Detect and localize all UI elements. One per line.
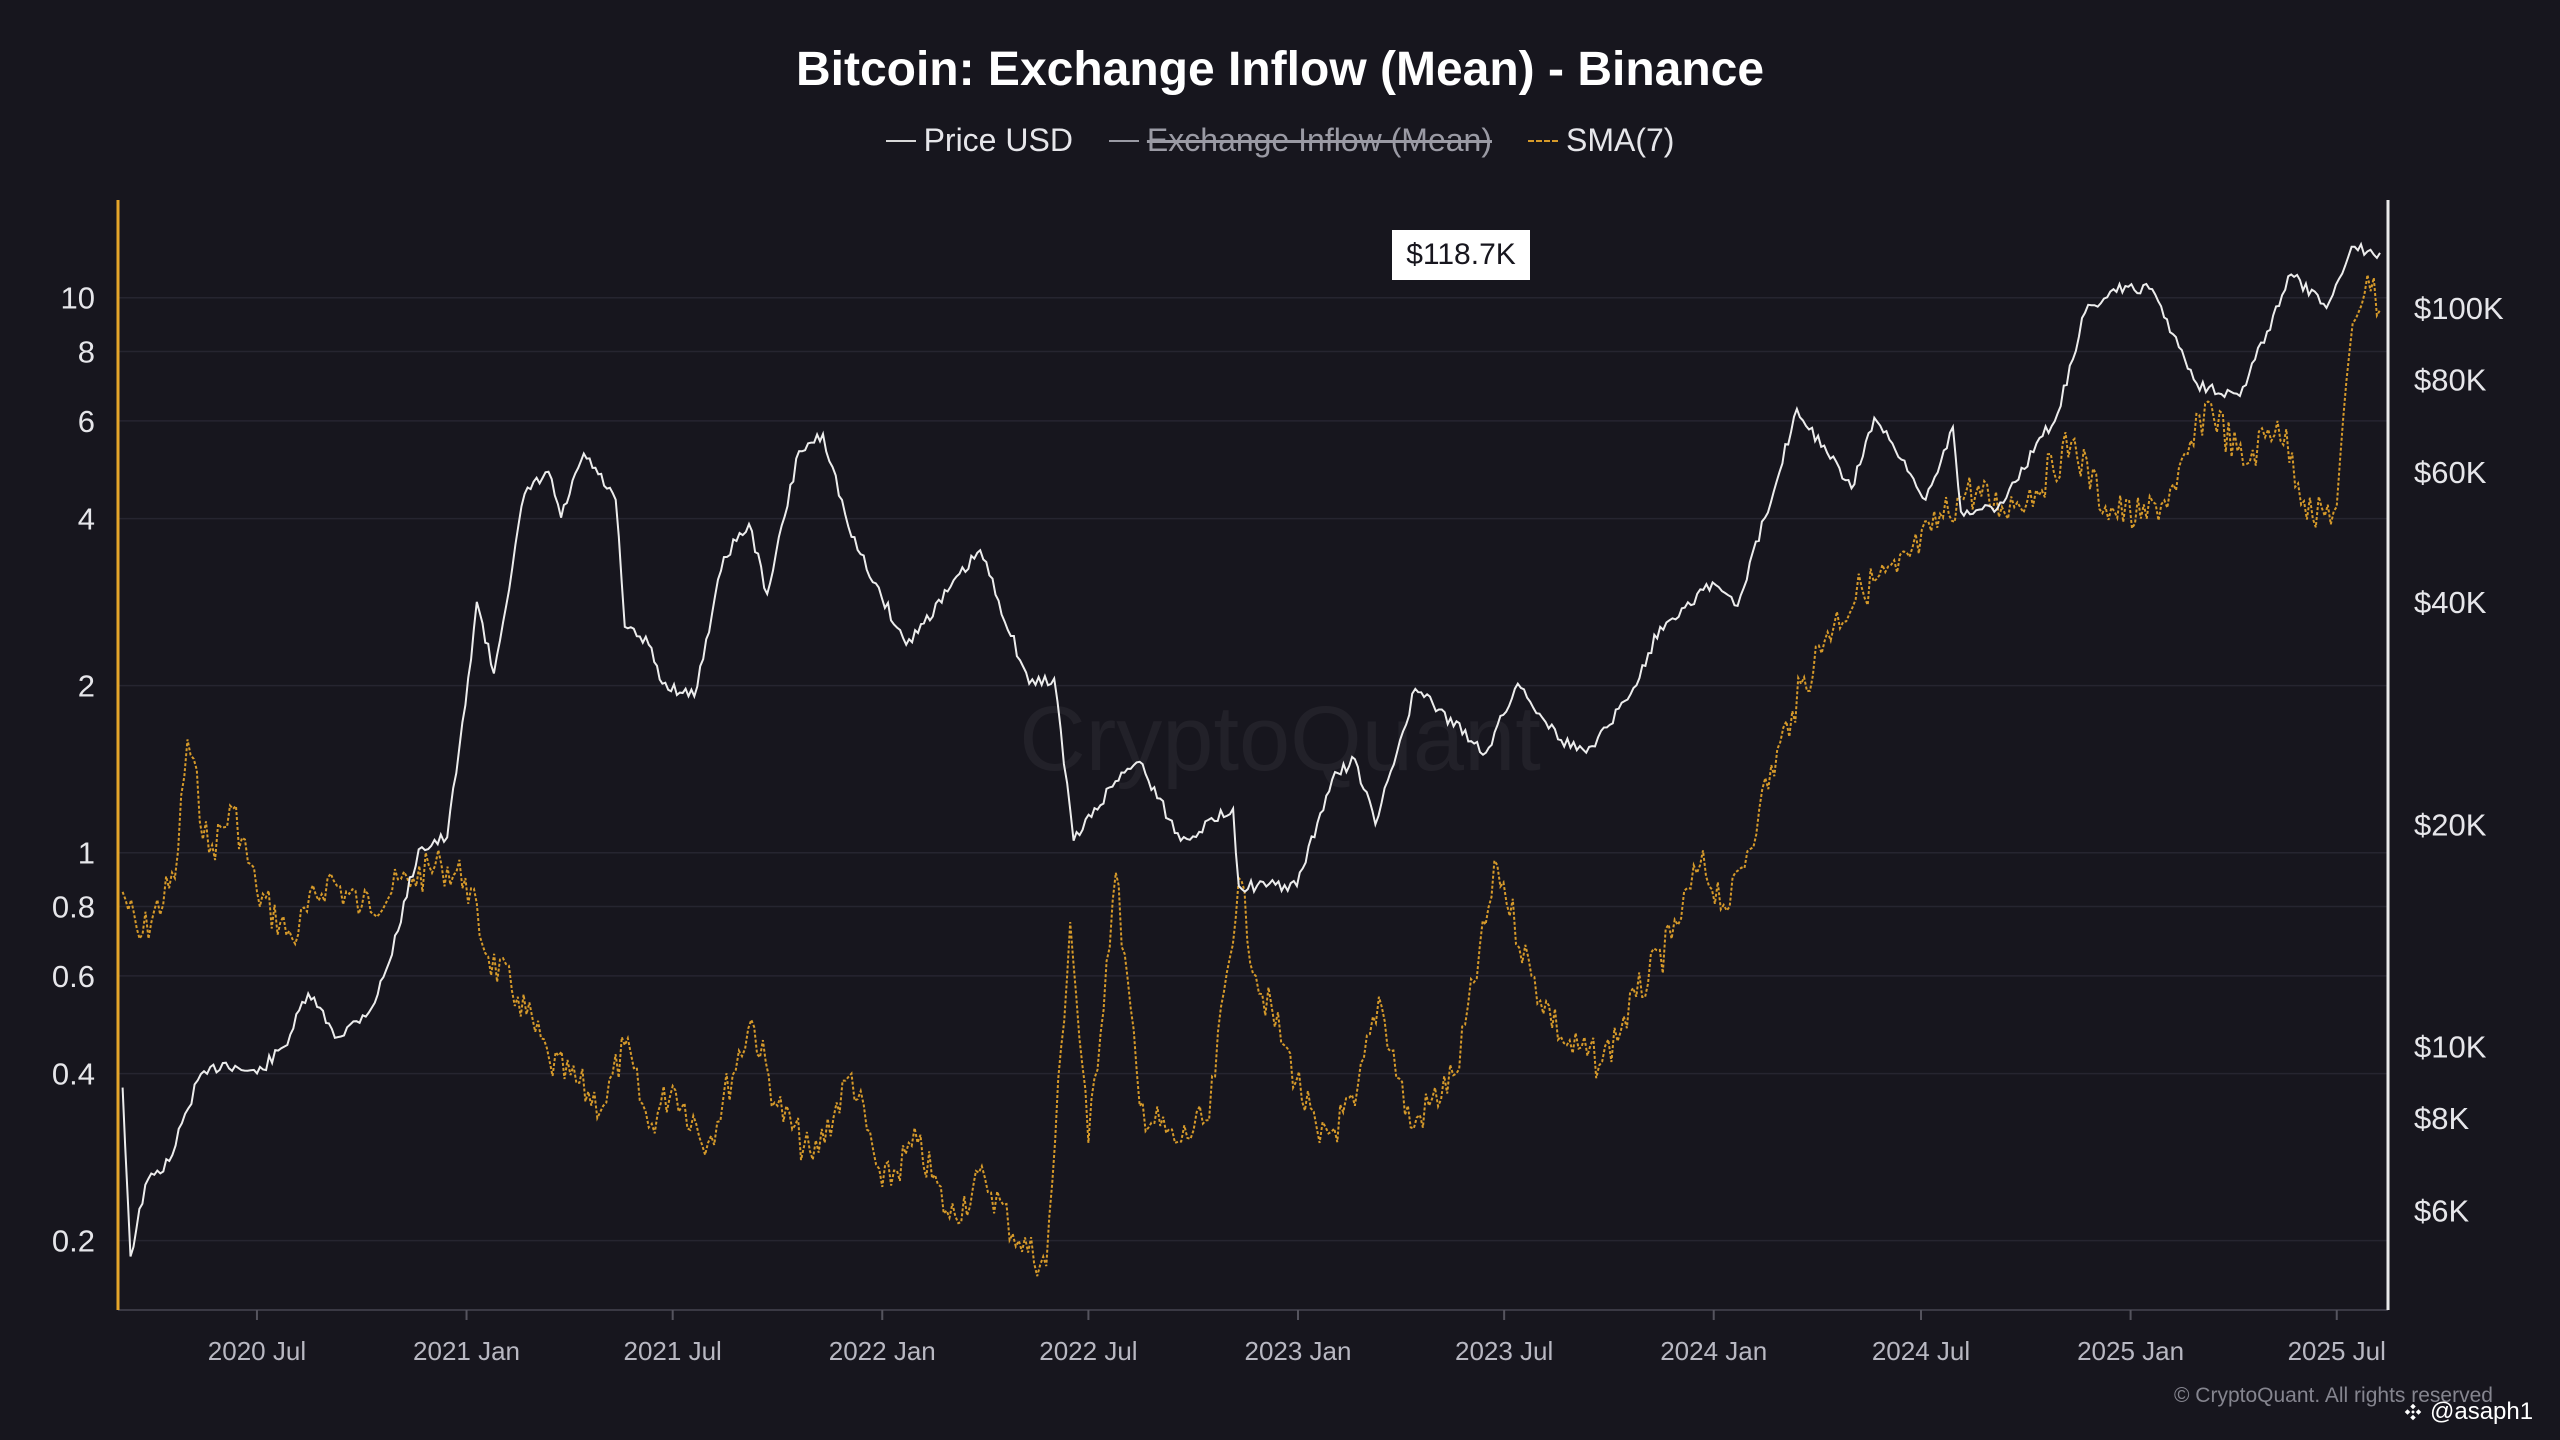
y-left-tick-label: 0.2 bbox=[52, 1224, 95, 1259]
y-right-tick-label: $100K bbox=[2414, 291, 2504, 326]
current-price-badge: $118.7K bbox=[1392, 230, 1530, 280]
y-left-tick-label: 1 bbox=[78, 836, 95, 871]
y-left-tick-label: 10 bbox=[61, 281, 95, 316]
y-right-tick-label: $6K bbox=[2414, 1194, 2469, 1229]
x-tick-label: 2022 Jan bbox=[829, 1336, 936, 1366]
y-left-tick-label: 8 bbox=[78, 335, 95, 370]
x-tick-label: 2024 Jan bbox=[1660, 1336, 1767, 1366]
grid-lines bbox=[118, 296, 2388, 1242]
y-right-tick-label: $8K bbox=[2414, 1101, 2469, 1136]
binance-icon bbox=[2404, 1403, 2422, 1421]
y-left-tick-label: 4 bbox=[78, 502, 95, 537]
watermark: CryptoQuant bbox=[1019, 688, 1541, 790]
legend-swatch-exchange-inflow-mean bbox=[1108, 139, 1139, 142]
y-right-tick-label: $10K bbox=[2414, 1030, 2487, 1065]
author-handle: @asaph1 bbox=[2402, 1398, 2533, 1426]
y-right-tick-label: $60K bbox=[2414, 455, 2487, 490]
legend-label-exchange-inflow-mean: Exchange Inflow (Mean) bbox=[1146, 122, 1492, 158]
legend: Price USD Exchange Inflow (Mean) SMA(7) bbox=[0, 122, 2560, 159]
legend-label-sma7: SMA(7) bbox=[1565, 122, 1675, 158]
legend-swatch-sma7 bbox=[1527, 139, 1558, 142]
legend-label-price-usd: Price USD bbox=[923, 122, 1073, 158]
x-tick-label: 2023 Jan bbox=[1244, 1336, 1351, 1366]
x-tick-label: 2022 Jul bbox=[1039, 1336, 1137, 1366]
chart-title: Bitcoin: Exchange Inflow (Mean) - Binanc… bbox=[795, 43, 1765, 96]
x-tick-label: 2024 Jul bbox=[1872, 1336, 1970, 1366]
legend-swatch-price-usd bbox=[885, 139, 916, 142]
x-tick-label: 2023 Jul bbox=[1455, 1336, 1553, 1366]
legend-item-exchange-inflow-mean[interactable]: Exchange Inflow (Mean) bbox=[1108, 122, 1492, 159]
legend-item-price-usd[interactable]: Price USD bbox=[885, 122, 1073, 159]
x-tick-label: 2020 Jul bbox=[208, 1336, 306, 1366]
y-left-tick-label: 6 bbox=[78, 404, 95, 439]
y-right-tick-label: $80K bbox=[2414, 363, 2487, 398]
x-tick-label: 2025 Jul bbox=[2288, 1336, 2386, 1366]
sma7-series-line bbox=[121, 274, 2381, 1277]
price-usd-series-line bbox=[121, 241, 2381, 1257]
author-label: @asaph1 bbox=[2430, 1398, 2534, 1425]
x-tick-label: 2021 Jul bbox=[624, 1336, 722, 1366]
x-tick-label: 2025 Jan bbox=[2077, 1336, 2184, 1366]
y-axis-left: 0.2 0.4 0.6 0.8 1 2 4 6 8 10 bbox=[52, 200, 120, 1310]
legend-item-sma7[interactable]: SMA(7) bbox=[1527, 122, 1675, 159]
y-right-tick-label: $20K bbox=[2414, 807, 2487, 842]
copyright-text: © CryptoQuant. All rights reserved bbox=[2174, 1384, 2493, 1407]
x-tick-label: 2021 Jan bbox=[413, 1336, 520, 1366]
y-left-tick-label: 0.6 bbox=[52, 959, 95, 994]
y-axis-right: $6K $8K $10K $20K $40K $60K $80K $100K bbox=[2386, 200, 2504, 1310]
y-left-tick-label: 0.8 bbox=[52, 890, 95, 925]
y-left-tick-label: 2 bbox=[78, 669, 95, 704]
x-axis: 2020 Jul 2021 Jan 2021 Jul 2022 Jan 2022 Jul… bbox=[118, 1309, 2388, 1366]
y-right-tick-label: $40K bbox=[2414, 585, 2487, 620]
y-left-tick-label: 0.4 bbox=[52, 1057, 95, 1092]
